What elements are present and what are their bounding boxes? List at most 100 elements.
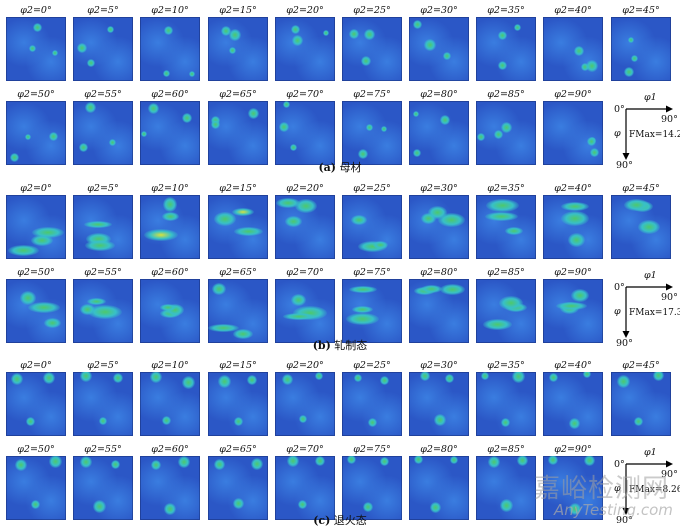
intensity-peak <box>32 227 64 238</box>
intensity-peak <box>251 458 263 470</box>
section-label: φ2=45° <box>622 360 660 371</box>
intensity-peak <box>587 137 596 146</box>
section-label: φ2=70° <box>286 267 324 278</box>
intensity-peak <box>571 289 589 302</box>
intensity-peak <box>638 220 660 234</box>
intensity-peak <box>517 456 528 466</box>
intensity-peak <box>109 139 116 146</box>
section-label: φ2=45° <box>622 183 660 194</box>
intensity-peak <box>628 37 634 43</box>
section-label: φ2=40° <box>554 183 592 194</box>
section-label: φ2=30° <box>420 5 458 16</box>
intensity-peak <box>363 502 373 512</box>
intensity-peak <box>574 46 584 56</box>
intensity-peak <box>561 202 589 211</box>
odf-section-map <box>342 195 402 259</box>
section-label: φ2=65° <box>219 444 257 455</box>
odf-section-map <box>342 372 402 436</box>
axes-arrows <box>622 460 673 515</box>
intensity-peak <box>347 456 356 464</box>
odf-row: φ2=50° φ2=55° φ2=60° φ2=65° φ2=70° φ2=75° φ2=8… <box>0 89 680 165</box>
odf-section-map <box>275 372 335 436</box>
intensity-peak <box>505 227 523 235</box>
odf-section-map <box>73 372 133 436</box>
section-label: φ2=55° <box>84 267 122 278</box>
axis-y-end-label: 90° <box>616 515 633 526</box>
odf-section-map <box>543 372 603 436</box>
intensity-peak <box>182 113 192 123</box>
odf-section-map <box>409 372 469 436</box>
intensity-peak <box>381 126 387 132</box>
section-label: φ2=5° <box>87 183 119 194</box>
intensity-peak <box>368 418 377 427</box>
intensity-peak <box>232 208 254 216</box>
odf-row: φ2=50° φ2=55° φ2=60° φ2=65° φ2=70° φ2=75° φ2=8… <box>0 267 680 343</box>
section-label: φ2=25° <box>353 360 391 371</box>
axis-phi1-label: φ1 <box>644 92 657 103</box>
axis-x-end-label: 90° <box>661 114 678 125</box>
intensity-peak <box>182 376 195 389</box>
section-label: φ2=70° <box>286 444 324 455</box>
intensity-peak <box>413 111 419 117</box>
odf-section-map <box>342 101 402 165</box>
intensity-peak <box>617 375 630 388</box>
intensity-peak <box>107 26 114 33</box>
intensity-peak <box>361 56 371 66</box>
intensity-peak <box>214 459 225 470</box>
axis-y-end-label: 90° <box>616 338 633 349</box>
intensity-peak <box>354 374 362 382</box>
intensity-peak <box>208 324 239 332</box>
intensity-peak <box>214 212 236 226</box>
intensity-peak <box>501 418 510 427</box>
intensity-peak <box>43 372 55 384</box>
section-label: φ2=90° <box>554 444 592 455</box>
section-label: φ2=20° <box>286 5 324 16</box>
intensity-peak <box>233 329 253 339</box>
intensity-peak <box>292 35 303 46</box>
intensity-peak <box>298 500 307 509</box>
intensity-peak <box>80 304 95 315</box>
section-label: φ2=85° <box>487 444 525 455</box>
intensity-peak <box>212 283 226 295</box>
intensity-peak <box>494 130 503 139</box>
intensity-peak <box>148 103 159 114</box>
intensity-peak <box>498 61 507 70</box>
intensity-peak <box>178 456 190 468</box>
section-label: φ2=30° <box>420 183 458 194</box>
intensity-peak <box>624 67 634 77</box>
intensity-peak <box>315 456 325 466</box>
section-label: φ2=10° <box>151 5 189 16</box>
section-label: φ2=90° <box>554 89 592 100</box>
intensity-peak <box>634 417 643 426</box>
section-label: φ2=85° <box>487 267 525 278</box>
intensity-peak <box>285 216 302 227</box>
intensity-peak <box>189 71 195 77</box>
section-label: φ2=25° <box>353 5 391 16</box>
section-label: φ2=30° <box>420 360 458 371</box>
intensity-peak <box>93 500 106 513</box>
intensity-peak <box>162 416 171 425</box>
section-label: φ2=70° <box>286 89 324 100</box>
intensity-peak <box>556 302 587 310</box>
odf-section-map <box>543 279 603 343</box>
intensity-peak <box>111 460 120 469</box>
intensity-peak <box>99 417 107 425</box>
intensity-peak <box>548 456 558 465</box>
section-label: φ2=60° <box>151 267 189 278</box>
odf-section-map <box>208 101 268 165</box>
odf-panel: φ2=0° φ2=5° φ2=10° φ2=15° φ2=20° φ2=25° φ2=30°… <box>0 355 680 531</box>
section-label: φ2=15° <box>219 183 257 194</box>
intensity-peak <box>499 296 523 310</box>
intensity-peak <box>440 115 450 125</box>
intensity-peak <box>443 52 451 60</box>
odf-section-map <box>275 279 335 343</box>
odf-section-map <box>275 456 335 520</box>
intensity-peak <box>218 375 231 388</box>
axis-phi-label: φ <box>614 128 621 139</box>
intensity-peak <box>351 215 367 225</box>
intensity-peak <box>364 29 375 40</box>
odf-section-map <box>476 279 536 343</box>
intensity-peak <box>84 221 112 228</box>
intensity-peak <box>624 199 649 211</box>
odf-row: φ2=0° φ2=5° φ2=10° φ2=15° φ2=20° φ2=25° φ2=30°… <box>0 183 680 259</box>
